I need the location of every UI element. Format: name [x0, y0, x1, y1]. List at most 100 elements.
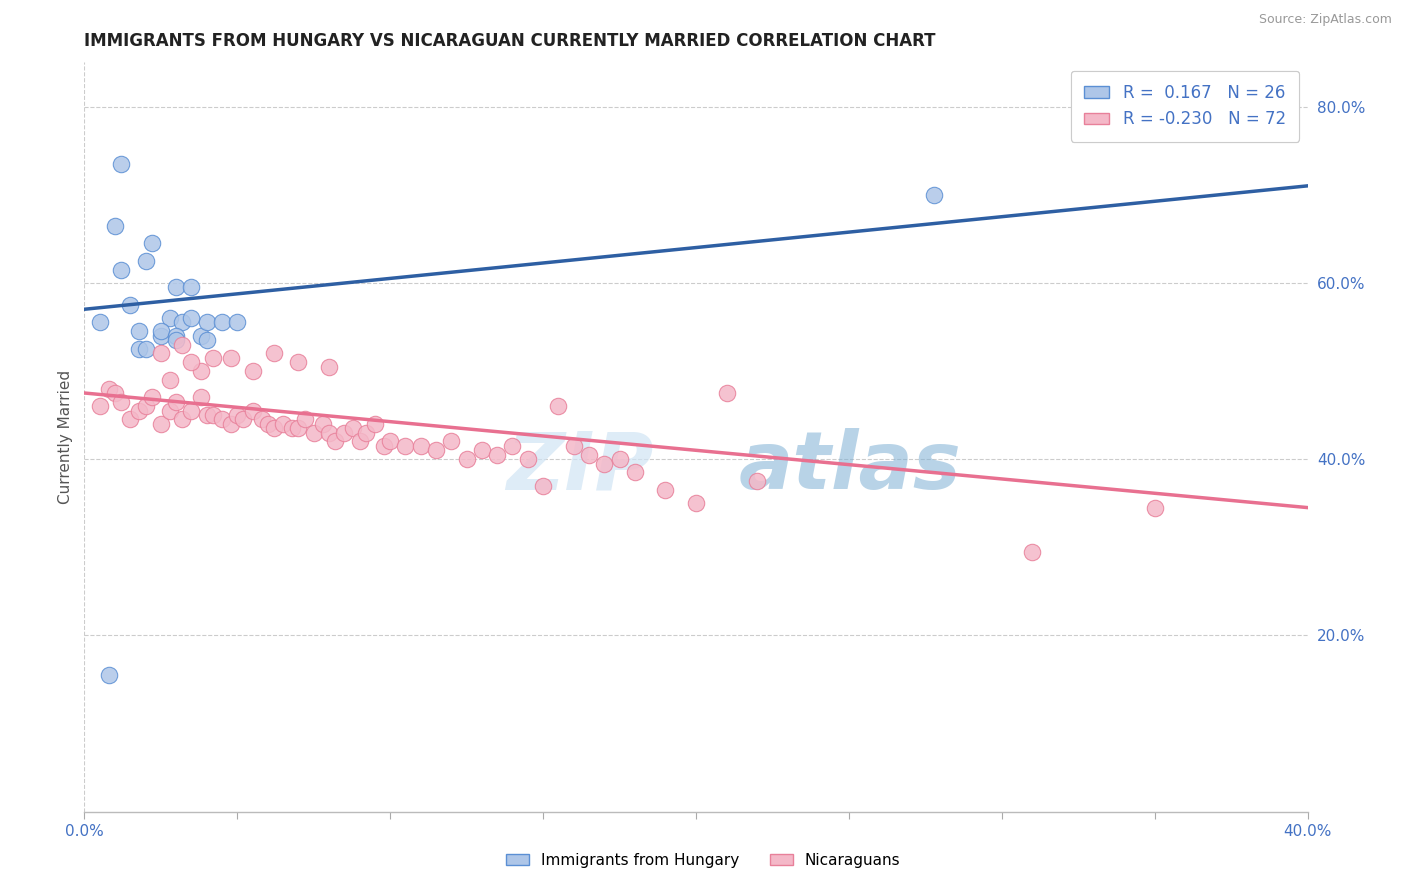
Point — [364, 417, 387, 431]
Legend: R =  0.167   N = 26, R = -0.230   N = 72: R = 0.167 N = 26, R = -0.230 N = 72 — [1071, 70, 1299, 142]
Point — [318, 359, 340, 374]
Point — [354, 425, 377, 440]
Point — [128, 342, 150, 356]
Point — [219, 417, 242, 431]
Point — [135, 342, 157, 356]
Point — [135, 399, 157, 413]
Point — [219, 351, 242, 365]
Point — [195, 316, 218, 330]
Point — [149, 417, 172, 431]
Point — [287, 355, 309, 369]
Point — [716, 386, 738, 401]
Point — [165, 394, 187, 409]
Point — [456, 452, 478, 467]
Point — [110, 262, 132, 277]
Point — [165, 280, 187, 294]
Point — [294, 412, 316, 426]
Point — [97, 668, 120, 682]
Point — [141, 391, 163, 405]
Point — [211, 316, 233, 330]
Point — [110, 394, 132, 409]
Point — [180, 355, 202, 369]
Y-axis label: Currently Married: Currently Married — [58, 370, 73, 504]
Point — [104, 219, 127, 233]
Point — [180, 311, 202, 326]
Point — [1021, 544, 1043, 558]
Point — [165, 333, 187, 347]
Point — [531, 478, 554, 492]
Point — [409, 439, 432, 453]
Point — [165, 328, 187, 343]
Point — [281, 421, 304, 435]
Point — [159, 311, 181, 326]
Point — [226, 316, 249, 330]
Point — [547, 399, 569, 413]
Point — [201, 408, 224, 422]
Point — [190, 364, 212, 378]
Point — [562, 439, 585, 453]
Point — [226, 408, 249, 422]
Point — [312, 417, 335, 431]
Point — [172, 337, 194, 351]
Point — [486, 448, 509, 462]
Point — [624, 466, 647, 480]
Point — [201, 351, 224, 365]
Point — [159, 403, 181, 417]
Point — [180, 280, 202, 294]
Point — [440, 434, 463, 449]
Point — [149, 346, 172, 360]
Point — [323, 434, 346, 449]
Point — [141, 236, 163, 251]
Point — [104, 386, 127, 401]
Point — [135, 253, 157, 268]
Point — [232, 412, 254, 426]
Text: IMMIGRANTS FROM HUNGARY VS NICARAGUAN CURRENTLY MARRIED CORRELATION CHART: IMMIGRANTS FROM HUNGARY VS NICARAGUAN CU… — [84, 32, 936, 50]
Point — [263, 421, 285, 435]
Point — [211, 412, 233, 426]
Point — [110, 157, 132, 171]
Point — [302, 425, 325, 440]
Point — [120, 298, 142, 312]
Point — [242, 403, 264, 417]
Point — [502, 439, 524, 453]
Point — [195, 408, 218, 422]
Point — [159, 373, 181, 387]
Point — [97, 382, 120, 396]
Text: Source: ZipAtlas.com: Source: ZipAtlas.com — [1258, 13, 1392, 27]
Point — [654, 483, 676, 497]
Point — [120, 412, 142, 426]
Point — [380, 434, 402, 449]
Legend: Immigrants from Hungary, Nicaraguans: Immigrants from Hungary, Nicaraguans — [498, 845, 908, 875]
Point — [349, 434, 371, 449]
Text: atlas: atlas — [738, 428, 962, 506]
Point — [318, 425, 340, 440]
Point — [471, 443, 494, 458]
Point — [593, 457, 616, 471]
Point — [685, 496, 707, 510]
Point — [394, 439, 416, 453]
Point — [190, 328, 212, 343]
Point — [89, 399, 111, 413]
Point — [747, 474, 769, 488]
Point — [250, 412, 273, 426]
Point — [342, 421, 364, 435]
Point — [195, 333, 218, 347]
Point — [149, 324, 172, 338]
Point — [578, 448, 600, 462]
Text: ZIP: ZIP — [506, 428, 654, 506]
Point — [172, 412, 194, 426]
Point — [263, 346, 285, 360]
Point — [180, 403, 202, 417]
Point — [609, 452, 631, 467]
Point — [924, 187, 946, 202]
Point — [271, 417, 294, 431]
Point — [128, 403, 150, 417]
Point — [172, 316, 194, 330]
Point — [373, 439, 395, 453]
Point — [128, 324, 150, 338]
Point — [89, 316, 111, 330]
Point — [149, 328, 172, 343]
Point — [425, 443, 447, 458]
Point — [1143, 500, 1166, 515]
Point — [257, 417, 280, 431]
